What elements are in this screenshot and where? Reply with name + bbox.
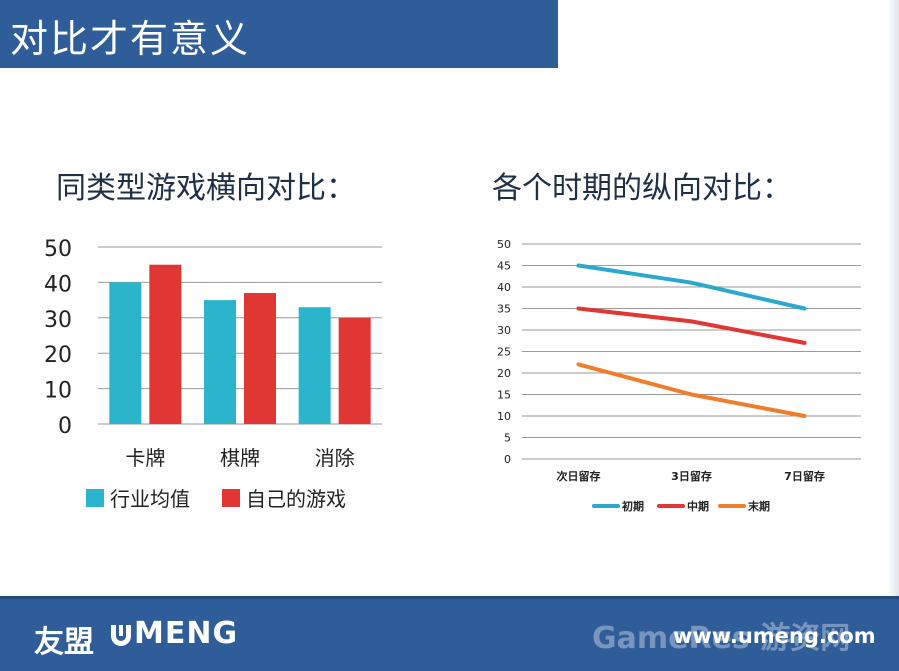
website-link[interactable]: www.umeng.com [673, 624, 876, 648]
line-x-category-label: 3日留存 [671, 469, 712, 483]
bar-industry-avg [298, 307, 331, 424]
line-point [577, 264, 580, 267]
title-bar: 对比才有意义 [0, 0, 558, 68]
umeng-u-logo-icon [111, 625, 131, 646]
line-legend-label: 初期 [622, 499, 644, 513]
line-point [803, 307, 806, 310]
footer-divider [0, 596, 899, 599]
bar-y-tick-label: 40 [44, 272, 72, 297]
footer-bar [0, 596, 899, 671]
bar-y-tick-label: 30 [44, 308, 72, 333]
line-y-tick-label: 25 [497, 346, 511, 359]
line-y-tick-label: 45 [497, 260, 511, 273]
bar-legend-label: 行业均值 [110, 487, 190, 511]
slide-title: 对比才有意义 [10, 17, 251, 61]
line-y-tick-label: 35 [497, 303, 511, 316]
right-edge-shadow [887, 0, 899, 596]
bar-y-tick-label: 20 [44, 343, 72, 368]
bar-y-tick-label: 0 [58, 414, 72, 439]
line-y-tick-label: 15 [497, 389, 511, 402]
line-point [577, 307, 580, 310]
bar-x-category-label: 卡牌 [125, 446, 165, 470]
bar-x-category-label: 棋牌 [220, 446, 260, 470]
line-y-tick-label: 30 [497, 324, 511, 337]
bar-legend-swatch [222, 489, 240, 507]
line-y-tick-label: 5 [504, 432, 511, 445]
bar-chart-heading: 同类型游戏横向对比： [56, 171, 356, 206]
bar-y-tick-label: 10 [44, 379, 72, 404]
line-chart-heading: 各个时期的纵向对比： [492, 171, 792, 206]
line-y-tick-label: 0 [504, 453, 511, 466]
bar-legend-swatch [86, 489, 104, 507]
bar-y-tick-label: 50 [44, 237, 72, 262]
line-point [803, 414, 806, 418]
bar-x-category-label: 消除 [315, 446, 355, 470]
line-y-tick-label: 50 [497, 238, 511, 251]
bar-own-game [244, 293, 276, 424]
umeng-logo-chinese: 友盟 [34, 625, 94, 660]
line-x-category-label: 7日留存 [784, 469, 825, 483]
bar-own-game [149, 264, 182, 424]
line-legend-label: 末期 [747, 499, 770, 513]
gameres-watermark: GameRes 游资网 [592, 621, 851, 656]
line-y-tick-label: 20 [497, 367, 511, 380]
line-series-2 [576, 362, 807, 418]
line-y-tick-label: 40 [497, 281, 511, 294]
line-point [690, 281, 693, 285]
line-legend-label: 中期 [687, 499, 709, 513]
line-series-1 [576, 306, 807, 345]
bar-own-game [338, 317, 371, 424]
line-x-category-label: 次日留存 [557, 469, 601, 483]
umeng-logo-text: MENG [134, 616, 239, 651]
line-point [690, 393, 693, 396]
bar-industry-avg [204, 300, 236, 424]
line-y-tick-label: 10 [497, 410, 511, 423]
line-point [690, 319, 693, 323]
line-point [803, 341, 806, 345]
bar-industry-avg [109, 282, 142, 424]
bar-legend-label: 自己的游戏 [246, 487, 346, 511]
line-point [577, 362, 580, 366]
